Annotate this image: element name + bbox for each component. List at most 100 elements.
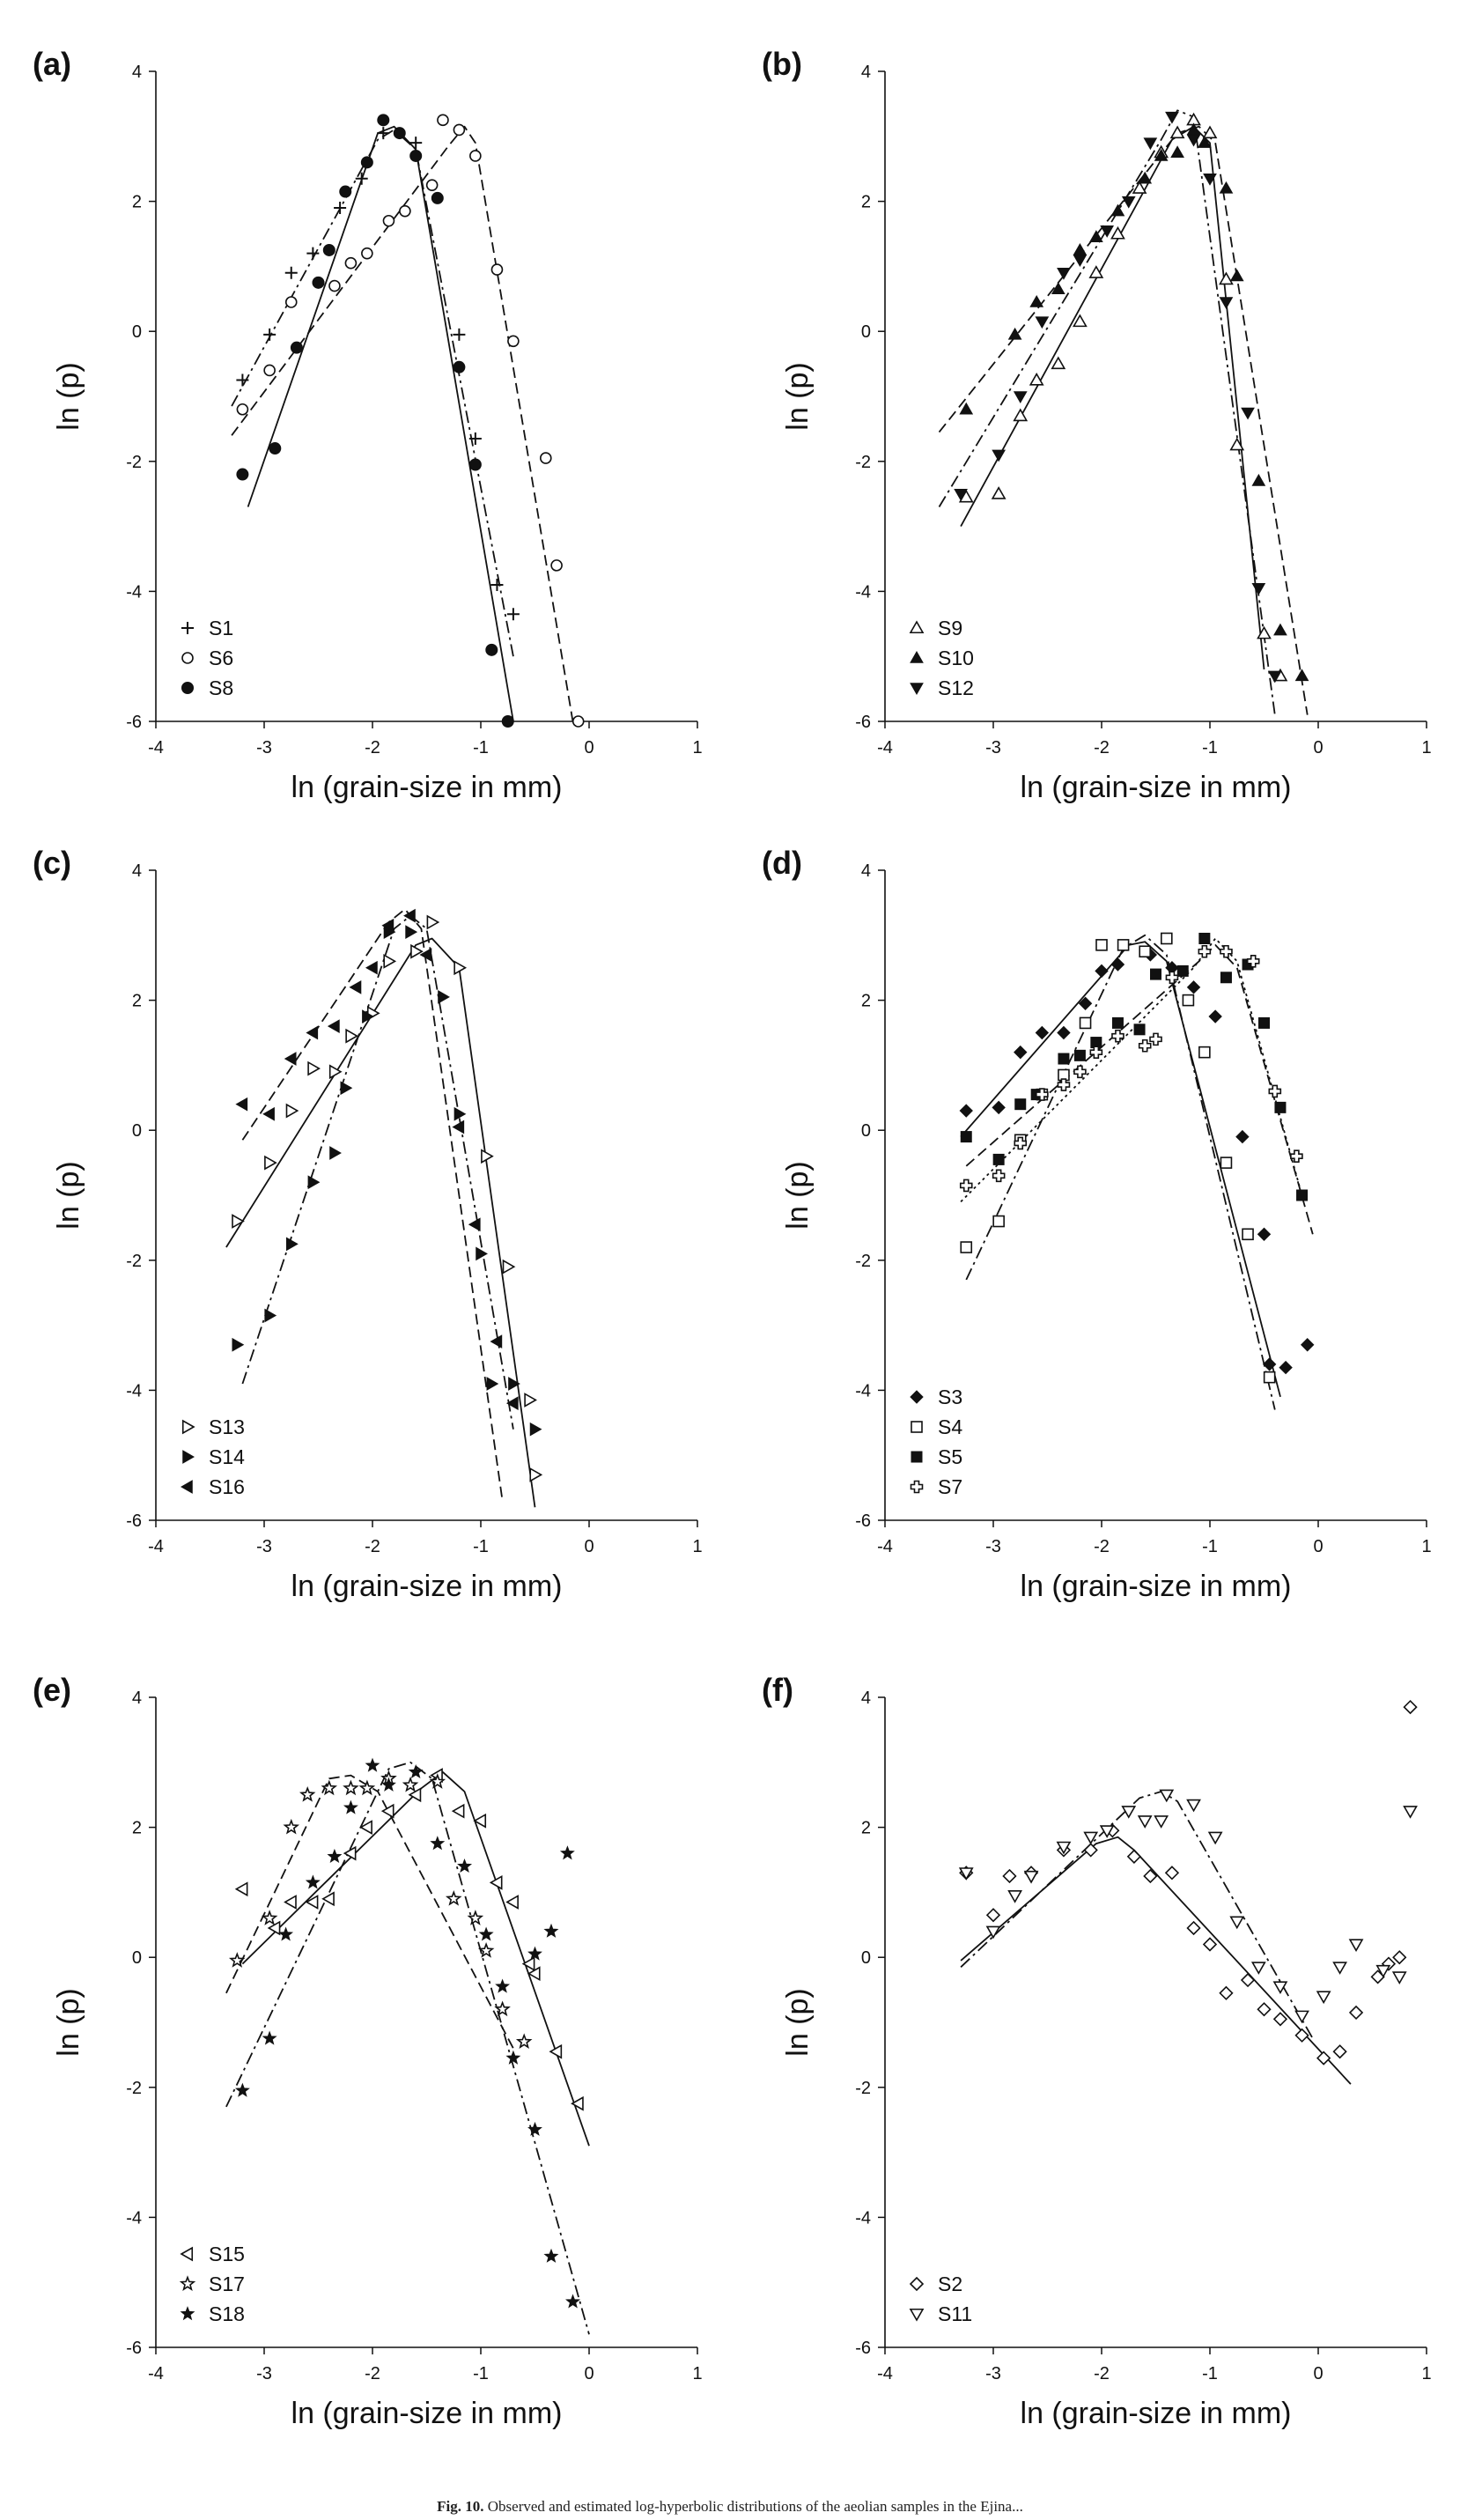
x-tick-label: -1 xyxy=(473,1537,489,1556)
data-point-s3 xyxy=(1257,1227,1272,1241)
data-point-s5 xyxy=(1220,972,1232,984)
data-point-s15 xyxy=(527,1966,541,1982)
data-point-s4 xyxy=(1095,939,1108,951)
chart-panel-f: (f) -6 -4 -2 0 2 4 -4 -3 -2 -1 0 1 ln (grain-size in … xyxy=(762,1672,1432,2430)
figure-caption: Fig. 10. Observed and estimated log-hype… xyxy=(0,2498,1460,2516)
y-tick-label: -4 xyxy=(126,2208,142,2228)
x-tick-label: -1 xyxy=(473,738,489,757)
data-point-s12 xyxy=(1143,137,1158,151)
data-point-s2 xyxy=(1348,2005,1364,2021)
y-tick-label: 4 xyxy=(861,861,871,881)
data-point-s3 xyxy=(1035,1025,1050,1040)
data-point-s15 xyxy=(549,2043,563,2059)
data-point-s7 xyxy=(1089,1046,1103,1059)
legend-label: S13 xyxy=(209,1415,245,1438)
data-point-s16 xyxy=(365,960,378,975)
legend-marker-s4 xyxy=(911,1421,923,1433)
y-axis-label: ln (p) xyxy=(52,1988,85,2056)
data-point-s9 xyxy=(1013,408,1029,422)
legend-label: S15 xyxy=(209,2243,245,2265)
data-point-s11 xyxy=(1186,1799,1201,1813)
data-point-s17 xyxy=(261,1910,278,1925)
data-point-s9 xyxy=(1219,271,1234,285)
x-tick-label: -2 xyxy=(1094,738,1110,757)
data-point-s12 xyxy=(954,488,968,501)
data-point-s18 xyxy=(527,1946,542,1961)
data-point-s3 xyxy=(1208,1009,1222,1024)
x-tick-label: -4 xyxy=(148,738,164,757)
x-tick-label: 0 xyxy=(1313,1537,1323,1556)
data-point-s2 xyxy=(1392,1950,1407,1965)
data-point-s7 xyxy=(1165,971,1179,985)
data-point-s13 xyxy=(502,1259,516,1275)
data-point-s12 xyxy=(1100,225,1115,238)
data-point-s15 xyxy=(321,1891,335,1907)
fit-curve-s16 xyxy=(241,908,504,1502)
data-point-s1 xyxy=(453,328,466,341)
data-point-s8 xyxy=(322,243,336,256)
data-point-s11 xyxy=(1137,1815,1153,1829)
data-point-s12 xyxy=(1267,670,1282,684)
data-point-s18 xyxy=(380,1777,396,1792)
x-tick-label: 1 xyxy=(1421,738,1431,757)
y-tick-label: 0 xyxy=(861,322,871,342)
data-point-s7 xyxy=(1149,1032,1162,1046)
legend-marker-s9 xyxy=(909,620,925,634)
legend-marker-s10 xyxy=(910,650,924,663)
legend-marker-s16 xyxy=(180,1480,193,1494)
data-point-s7 xyxy=(992,1169,1006,1183)
data-point-s12 xyxy=(992,449,1007,462)
x-tick-label: -2 xyxy=(365,1537,380,1556)
data-point-s2 xyxy=(1126,1849,1142,1864)
data-point-s4 xyxy=(1242,1228,1254,1241)
data-point-s4 xyxy=(1079,1016,1092,1030)
data-point-s11 xyxy=(1403,1806,1418,1819)
data-point-s8 xyxy=(485,643,498,656)
data-point-s4 xyxy=(1117,939,1130,951)
data-point-s11 xyxy=(958,1867,974,1881)
data-point-s16 xyxy=(490,1334,503,1349)
y-tick-label: -2 xyxy=(126,2079,142,2098)
y-axis-label: ln (p) xyxy=(52,1161,85,1229)
legend-marker-s17 xyxy=(179,2275,196,2291)
data-point-s11 xyxy=(1250,1962,1266,1975)
data-point-s14 xyxy=(453,1106,467,1121)
data-point-s2 xyxy=(1219,1985,1234,2000)
y-tick-label: 4 xyxy=(861,63,871,82)
y-tick-label: 2 xyxy=(132,1819,142,1838)
legend-marker-s12 xyxy=(910,683,924,696)
data-point-s18 xyxy=(457,1858,473,1873)
data-point-s4 xyxy=(1198,1046,1211,1059)
data-point-s11 xyxy=(1332,1962,1347,1975)
data-point-s3 xyxy=(1110,957,1125,972)
data-point-s15 xyxy=(521,1956,535,1971)
y-tick-label: 2 xyxy=(861,1819,871,1838)
data-point-s9 xyxy=(1029,372,1044,386)
fit-curve-s2 xyxy=(960,1836,1352,2085)
data-point-s7 xyxy=(1057,1078,1071,1091)
fit-curve-s4 xyxy=(965,934,1276,1410)
fit-curve-s6 xyxy=(231,125,574,722)
data-point-s17 xyxy=(228,1952,246,1968)
data-point-s11 xyxy=(1375,1964,1391,1978)
data-point-s1 xyxy=(284,266,298,279)
x-tick-label: -4 xyxy=(877,1537,893,1556)
data-point-s13 xyxy=(383,953,397,969)
panel-label: (b) xyxy=(762,46,802,82)
data-point-s17 xyxy=(283,1818,300,1835)
y-tick-label: -2 xyxy=(855,1252,871,1271)
data-point-s11 xyxy=(1391,1971,1407,1984)
x-tick-label: -4 xyxy=(148,1537,164,1556)
data-point-s18 xyxy=(305,1874,321,1889)
x-tick-label: 0 xyxy=(1313,2364,1323,2383)
data-point-s6 xyxy=(344,256,358,270)
data-point-s2 xyxy=(1186,1920,1201,1936)
legend-label: S6 xyxy=(209,647,233,669)
data-point-s13 xyxy=(426,914,440,930)
data-point-s4 xyxy=(992,1215,1005,1228)
x-axis-label: ln (grain-size in mm) xyxy=(1021,1570,1292,1603)
data-point-s17 xyxy=(321,1779,338,1796)
data-point-s15 xyxy=(380,1803,394,1819)
data-point-s4 xyxy=(1139,945,1151,958)
legend-label: S16 xyxy=(209,1475,245,1498)
